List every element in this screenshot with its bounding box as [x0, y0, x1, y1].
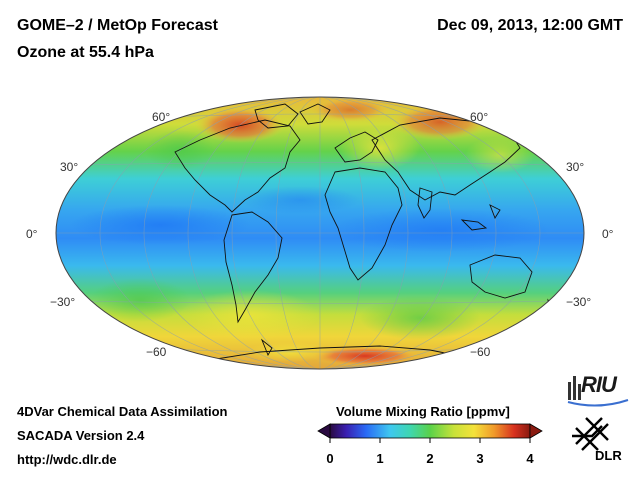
colorbar-tick-0: 0 — [326, 451, 334, 466]
footer-url[interactable]: http://wdc.dlr.de — [17, 452, 117, 467]
title-line-2: Ozone at 55.4 hPa — [17, 44, 154, 61]
riu-logo-icon — [567, 376, 629, 407]
lat-label-left-minus60: −60 — [146, 345, 167, 359]
graticule — [56, 97, 584, 369]
lat-label-right-minus30: −30° — [566, 295, 592, 309]
colorbar-title: Volume Mixing Ratio [ppmv] — [336, 404, 510, 419]
title-line-1: GOME–2 / MetOp Forecast — [17, 17, 218, 34]
colorbar-tick-2: 2 — [426, 451, 434, 466]
footer-version: SACADA Version 2.4 — [17, 428, 145, 443]
lat-label-left-0: 0° — [26, 227, 38, 241]
dlr-logo-icon — [572, 417, 609, 451]
lat-label-right-0: 0° — [602, 227, 614, 241]
colorbar-tick-1: 1 — [376, 451, 384, 466]
coastlines — [174, 103, 554, 361]
colorbar-tick-3: 3 — [476, 451, 484, 466]
colorbar-min-arrow — [317, 423, 331, 439]
lat-label-right-30: 30° — [566, 160, 585, 174]
footer-method: 4DVar Chemical Data Assimilation — [17, 404, 228, 419]
lat-label-right-60: 60° — [470, 110, 489, 124]
high-ozone-antarctic — [310, 346, 420, 366]
forecast-datetime: Dec 09, 2013, 12:00 GMT — [437, 17, 623, 34]
lat-label-left-30: 30° — [60, 160, 79, 174]
colorbar-gradient — [329, 423, 531, 439]
lat-label-left-60: 60° — [152, 110, 171, 124]
colorbar — [317, 423, 543, 443]
colorbar-max-arrow — [529, 423, 543, 439]
riu-logo-text: RIU — [581, 372, 617, 397]
map-border — [55, 96, 585, 370]
colorbar-tick-4: 4 — [526, 451, 534, 466]
dlr-logo-text: DLR — [595, 448, 622, 463]
lat-label-right-minus60: −60 — [470, 345, 491, 359]
lat-label-left-minus30: −30° — [50, 295, 76, 309]
